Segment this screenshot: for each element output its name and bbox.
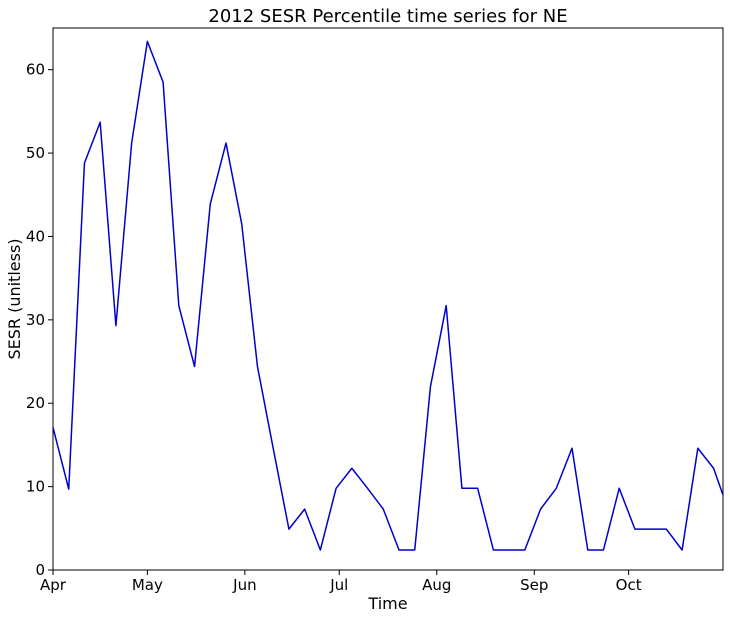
y-tick-label: 60 <box>26 61 45 79</box>
plot-frame <box>52 27 724 571</box>
x-tick-label: Oct <box>616 576 642 594</box>
x-axis: Apr May Jun Jul Aug Sep Oct <box>40 570 642 594</box>
chart-title: 2012 SESR Percentile time series for NE <box>208 6 567 27</box>
y-tick-label: 50 <box>26 144 45 162</box>
y-axis-label: SESR (unitless) <box>5 238 24 359</box>
x-tick-label: Sep <box>520 576 548 594</box>
y-tick-label: 30 <box>26 311 45 329</box>
y-axis: 0 10 20 30 40 50 60 <box>26 61 53 579</box>
x-tick-label: Jul <box>329 576 348 594</box>
y-tick-label: 10 <box>26 478 45 496</box>
x-tick-label: May <box>132 576 163 594</box>
series-line <box>52 40 724 551</box>
y-tick-label: 0 <box>35 561 45 579</box>
y-tick-label: 40 <box>26 227 45 245</box>
x-tick-label: Aug <box>422 576 451 594</box>
y-tick-label: 20 <box>26 394 45 412</box>
x-axis-label: Time <box>367 594 407 613</box>
x-tick-label: Apr <box>40 576 67 594</box>
x-tick-label: Jun <box>232 576 256 594</box>
